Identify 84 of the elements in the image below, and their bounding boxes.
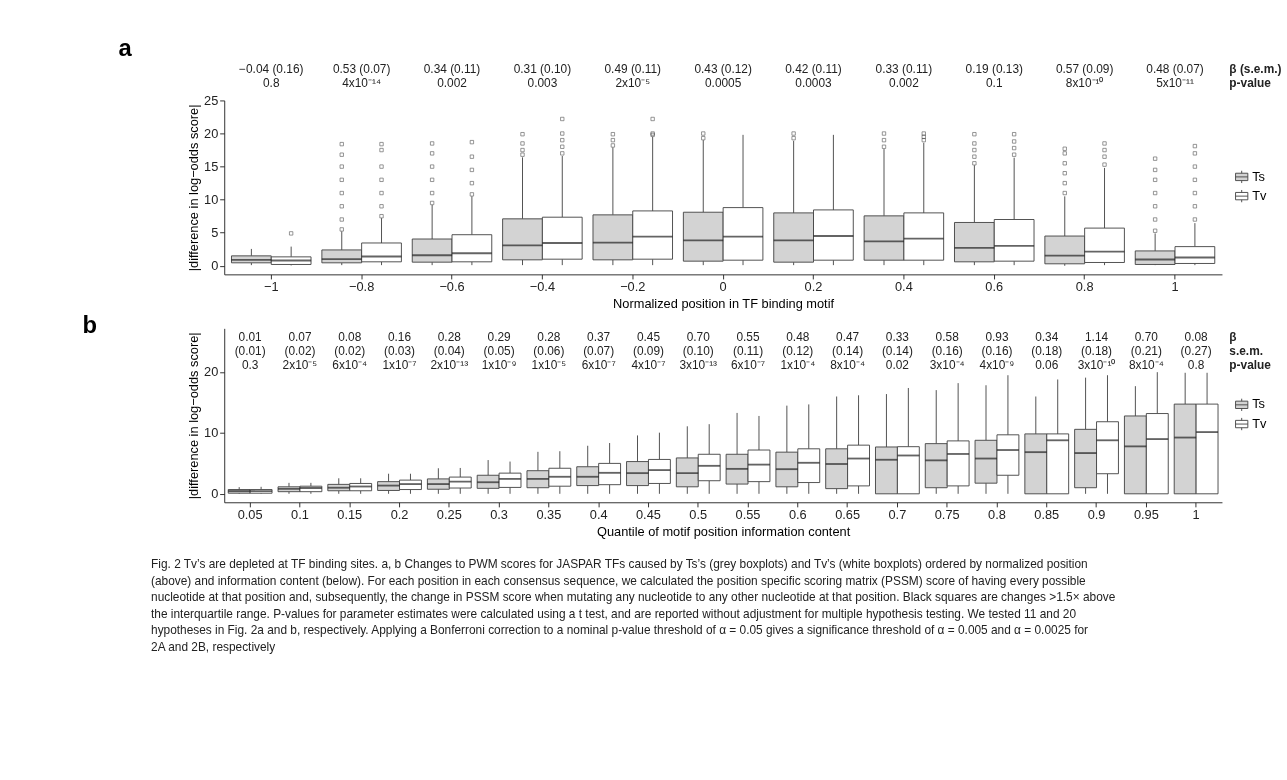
y-tick-label: 25: [204, 92, 219, 108]
annotation: 0.28 (0.04) 2x10⁻¹³: [430, 330, 469, 372]
x-tick-label: −0.2: [620, 279, 646, 295]
text: 0.43 (0.12) 0.0005: [694, 62, 752, 90]
annotation: 0.37 (0.07) 6x10⁻⁷: [581, 330, 616, 372]
x-tick-label: 0.45: [635, 507, 661, 523]
text: 0.48 (0.07) 5x10⁻¹¹: [1146, 62, 1204, 90]
caption: Fig. 2 Tv’s are depleted at TF binding sites. a, b Changes to PWM scores for JASPAR TFs caused by Ts’s (grey boxplots) and Tv’s (white boxplots) ordered by normalized position (above) and information content (below). For each position in each consensus sequence, we calculated the position specific scoring matrix (PSSM) score of having every possible nucleotide at that position and, subsequently, the change in PSSM score when mutating any nucleotide to any other nucleotide at that position. Black squares are changes >1.5× above the interquartile range. P-values for parameter estimates were calculated using a t test, and are reported without adjustment for multiple hypothesis testing. We tested 11 and 20 hypotheses in Fig. 2a and b, respectively. Applying a Bonferroni correction to a nominal p-value threshold of α = 0.05 gives a significance threshold of α = 0.005 and α = 0.0025 for 2A and 2B, respectively: [151, 557, 1116, 654]
x-tick-label: 0.4: [894, 279, 913, 295]
x-tick-label: −0.6: [439, 279, 465, 295]
y-tick-label: 0: [211, 485, 219, 501]
annotation: 0.34 (0.18) 0.06: [1031, 330, 1063, 372]
x-tick-label: −0.4: [529, 279, 556, 295]
text: −0.04 (0.16) 0.8: [239, 62, 304, 90]
x-axis-title: Normalized position in TF binding motif: [613, 295, 835, 311]
text: β s.e.m. p-value: [1229, 330, 1272, 372]
x-tick-label: 0.2: [804, 279, 823, 295]
x-tick-label: 0.4: [589, 507, 608, 523]
text: 0.34 (0.11) 0.002: [423, 62, 481, 90]
legend-label: Ts: [1252, 396, 1266, 412]
text: 0.31 (0.10) 0.003: [513, 62, 572, 90]
annotation: 0.70 (0.10) 3x10⁻¹³: [679, 330, 718, 372]
annotation: 0.28 (0.06) 1x10⁻⁵: [531, 330, 567, 372]
legend-label: Ts: [1252, 168, 1266, 184]
x-tick-label: 0.3: [490, 507, 508, 523]
y-axis-title: |difference in log−odds score|: [185, 332, 201, 500]
x-tick-label: 0.05: [237, 507, 263, 523]
annotation: 0.01 (0.01) 0.3: [234, 330, 266, 372]
y-tick-label: 15: [204, 158, 219, 174]
y-tick-label: 20: [204, 125, 219, 141]
annotation: 0.93 (0.16) 4x10⁻⁹: [979, 330, 1015, 372]
annotation: 0.16 (0.03) 1x10⁻⁷: [382, 330, 417, 372]
x-tick-label: 0.65: [835, 507, 861, 523]
x-tick-label: 0.8: [1075, 279, 1094, 295]
annotation: 0.47 (0.14) 8x10⁻⁴: [830, 330, 866, 372]
annotation: 0.08 (0.27) 0.8: [1180, 330, 1212, 372]
y-tick-label: 10: [204, 191, 219, 207]
x-tick-label: 0.9: [1087, 507, 1106, 523]
legend-label: Tv: [1252, 415, 1268, 431]
x-tick-label: 1: [1171, 279, 1179, 295]
annotation: 0.08 (0.02) 6x10⁻⁴: [332, 330, 368, 372]
annotation: 0.70 (0.21) 8x10⁻⁴: [1128, 330, 1164, 372]
annotation: 0.58 (0.16) 3x10⁻⁴: [929, 330, 965, 372]
annotation: 0.55 (0.11) 6x10⁻⁷: [731, 330, 766, 372]
x-tick-label: 0.55: [735, 507, 761, 523]
x-tick-label: 1: [1192, 507, 1200, 523]
x-tick-label: 0.25: [436, 507, 462, 523]
annotation: 0.29 (0.05) 1x10⁻⁹: [481, 330, 517, 372]
y-axis-title: |difference in log−odds score|: [185, 104, 201, 272]
text: 0.49 (0.11) 2x10⁻⁵: [604, 62, 662, 90]
text: 0.19 (0.13) 0.1: [965, 62, 1024, 90]
text: 0.57 (0.09) 8x10⁻¹⁰: [1055, 62, 1114, 90]
chart-title: b: [82, 310, 97, 338]
y-tick-label: 20: [204, 364, 219, 380]
x-tick-label: 0: [719, 279, 727, 295]
annotation: 0.07 (0.02) 2x10⁻⁵: [282, 330, 318, 372]
x-tick-label: 0.35: [536, 507, 562, 523]
x-tick-label: 0.2: [390, 507, 409, 523]
annotation: 1.14 (0.18) 3x10⁻¹⁰: [1077, 330, 1116, 372]
annotation: 0.33 (0.14) 0.02: [881, 330, 913, 372]
text: 0.42 (0.11) 0.0003: [785, 62, 842, 90]
legend-label: Tv: [1252, 187, 1268, 203]
x-tick-label: −1: [263, 279, 279, 295]
x-axis-title: Quantile of motif position information content: [596, 523, 851, 539]
x-tick-label: 0.95: [1133, 507, 1159, 523]
x-tick-label: 0.85: [1034, 507, 1060, 523]
x-tick-label: 0.8: [988, 507, 1006, 523]
x-tick-label: −0.8: [349, 279, 375, 295]
text: β (s.e.m.) p-value: [1229, 62, 1282, 90]
x-tick-label: 0.7: [888, 507, 907, 523]
text: 0.33 (0.11) 0.002: [875, 62, 933, 90]
y-tick-label: 10: [204, 425, 219, 441]
annotation: 0.45 (0.09) 4x10⁻⁷: [631, 330, 666, 372]
x-tick-label: 0.75: [934, 507, 960, 523]
x-tick-label: 0.5: [689, 507, 708, 523]
y-tick-label: 5: [211, 224, 219, 240]
annotation: 0.48 (0.12) 1x10⁻⁴: [780, 330, 816, 372]
y-tick-label: 0: [211, 257, 219, 273]
chart-title: a: [118, 33, 133, 61]
x-tick-label: 0.15: [337, 507, 363, 523]
x-tick-label: 0.6: [985, 279, 1004, 295]
text: 0.53 (0.07) 4x10⁻¹⁴: [332, 62, 391, 90]
x-tick-label: 0.6: [788, 507, 807, 523]
x-tick-label: 0.1: [291, 507, 309, 523]
